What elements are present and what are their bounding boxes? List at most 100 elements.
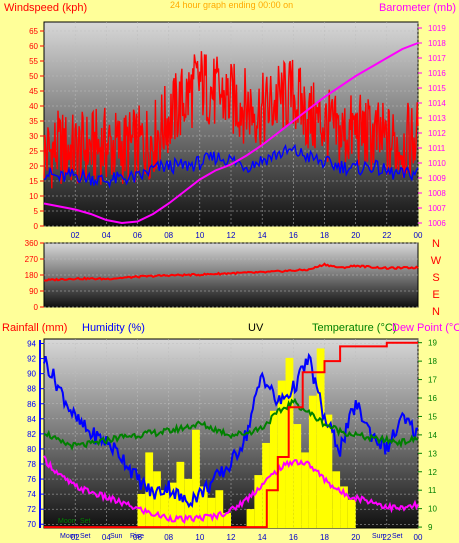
y-right-tick-label: 19 [428, 339, 437, 348]
uv-band [199, 486, 208, 528]
event-label: Set [392, 533, 403, 540]
y-right-tick-label: 16 [428, 394, 437, 403]
x-tick-label: 04 [102, 231, 111, 240]
x-tick-label: 08 [164, 231, 173, 240]
uv-band [223, 512, 231, 528]
compass-label: N [432, 306, 440, 318]
y-left-tick-label: 90 [29, 287, 38, 296]
event-label: Sun [372, 533, 385, 540]
y-right-tick-label: 1012 [428, 129, 446, 138]
y-left-tick-label: 72 [27, 505, 36, 514]
event-label: Moon [60, 533, 78, 540]
temperature-line [43, 397, 419, 451]
x-tick-label: 00 [414, 231, 423, 240]
compass-label: E [432, 289, 439, 301]
panel1-x-axis: 02 04 06 08 10 12 14 16 18 20 22 00 [71, 231, 423, 240]
y-right-tick-label: 17 [428, 376, 437, 385]
x-tick-label: 22 [382, 533, 391, 542]
y-left-tick-label: 92 [27, 355, 36, 364]
y-left-tick-label: 15 [29, 177, 38, 186]
y-left-tick-label: 90 [27, 370, 36, 379]
x-tick-label: 16 [289, 533, 298, 542]
uv-band [160, 490, 169, 528]
y-left-tick-label: 0 [34, 222, 39, 231]
uv-band [269, 410, 278, 528]
uv-band [308, 395, 317, 528]
y-right-tick-label: 1006 [428, 219, 446, 228]
x-tick-label: 22 [382, 231, 391, 240]
x-tick-label: 12 [227, 533, 236, 542]
y-left-tick-label: 0 [34, 303, 39, 312]
uv-band [254, 475, 263, 528]
temperature-label: Temperature (°C) [312, 322, 396, 334]
y-left-tick-label: 78 [27, 460, 36, 469]
event-label: Sun [110, 533, 123, 540]
compass-label: W [431, 255, 442, 267]
uv-band [347, 499, 356, 528]
y-left-tick-label: 35 [29, 117, 38, 126]
y-right-tick-label: 18 [428, 357, 437, 366]
uv-label: UV [248, 322, 264, 334]
y-left-tick-label: 88 [27, 385, 36, 394]
x-tick-label: 02 [71, 231, 80, 240]
y-left-tick-label: 80 [27, 445, 36, 454]
y-left-tick-label: 45 [29, 87, 38, 96]
y-right-tick-label: 11 [428, 486, 437, 495]
x-tick-label: 10 [195, 533, 204, 542]
x-tick-label: 10 [195, 231, 204, 240]
uv-band [324, 414, 333, 528]
panel3-left-axis: 70 72 74 76 78 80 82 84 86 88 90 92 94 [27, 340, 44, 529]
y-right-tick-label: 9 [428, 523, 433, 532]
x-tick-label: 20 [351, 533, 360, 542]
y-right-tick-label: 1013 [428, 114, 446, 123]
x-tick-label: 16 [289, 231, 298, 240]
x-tick-label: 18 [320, 231, 329, 240]
y-left-tick-label: 70 [27, 520, 36, 529]
y-left-tick-label: 40 [29, 102, 38, 111]
y-left-tick-label: 94 [27, 340, 36, 349]
rainfall-label: Rainfall (mm) [2, 322, 67, 334]
uv-band [340, 486, 348, 528]
rainfall-accumulated-line [44, 341, 418, 529]
uv-band [293, 424, 302, 528]
x-tick-label: 14 [258, 533, 267, 542]
uv-band [207, 497, 216, 528]
chart-title: 24 hour graph ending 00:00 on [170, 0, 293, 10]
y-left-tick-label: 76 [27, 475, 36, 484]
y-left-tick-label: 82 [27, 430, 36, 439]
x-tick-label: 20 [351, 231, 360, 240]
x-tick-label: 18 [320, 533, 329, 542]
dew-point-line [43, 455, 419, 524]
x-tick-label: 06 [133, 533, 142, 542]
y-left-tick-label: 50 [29, 72, 38, 81]
y-left-tick-label: 65 [29, 27, 38, 36]
panel1-series [43, 42, 419, 225]
x-tick-label: 12 [227, 231, 236, 240]
humidity-label: Humidity (%) [82, 322, 145, 334]
uv-band [301, 452, 309, 528]
y-right-tick-label: 13 [428, 449, 437, 458]
barometer-label: Barometer (mb) [379, 2, 456, 14]
uv-band [192, 429, 200, 528]
y-left-tick-label: 180 [25, 271, 39, 280]
uv-band [246, 509, 255, 528]
y-right-tick-label: 1007 [428, 204, 446, 213]
y-left-tick-label: 60 [29, 42, 38, 51]
event-label: Set [80, 518, 91, 525]
y-left-tick-label: 10 [29, 192, 38, 201]
uv-band [316, 348, 325, 528]
wind-average-line [43, 143, 419, 189]
x-tick-label: 14 [258, 231, 267, 240]
event-label: Set [80, 533, 91, 540]
panel2-series [43, 262, 419, 282]
compass-label: N [432, 238, 440, 250]
x-tick-label: 00 [414, 533, 423, 542]
x-tick-label: 02 [71, 533, 80, 542]
x-tick-label: 08 [164, 533, 173, 542]
barometer-line [43, 42, 419, 225]
y-left-tick-label: 5 [34, 207, 39, 216]
uv-band [277, 380, 286, 528]
y-left-tick-label: 74 [27, 490, 36, 499]
y-left-tick-label: 25 [29, 147, 38, 156]
